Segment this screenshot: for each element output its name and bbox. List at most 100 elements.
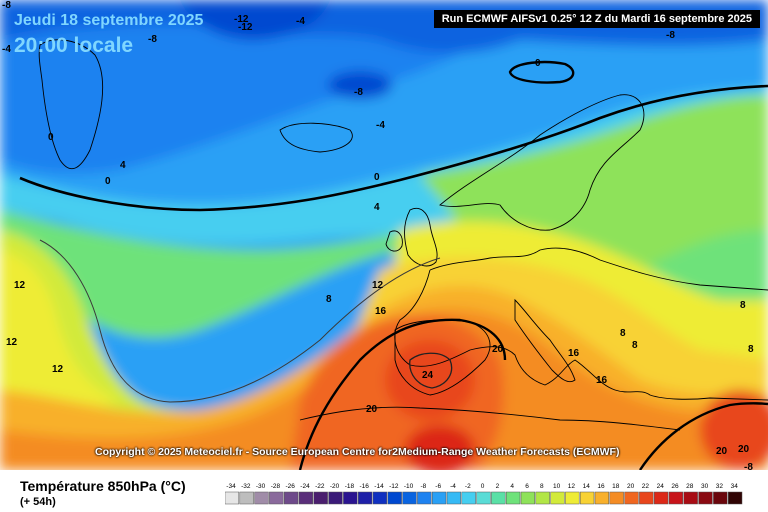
scale-tick-label: -20 xyxy=(330,483,340,490)
scale-tick-label: 12 xyxy=(568,483,576,490)
contour-label: -8 xyxy=(2,0,11,11)
contour-label: 20 xyxy=(716,446,728,457)
contour-label: 0 xyxy=(105,176,111,187)
contour-label: 4 xyxy=(374,202,380,213)
scale-tick-label: -12 xyxy=(389,483,399,490)
temperature-field xyxy=(0,0,768,470)
scale-swatch xyxy=(639,491,654,505)
contour-label: -4 xyxy=(376,120,385,131)
copyright-notice: Copyright © 2025 Meteociel.fr - Source E… xyxy=(95,446,620,458)
scale-swatch xyxy=(283,491,299,505)
scale-tick-label: 32 xyxy=(716,483,724,490)
contour-label: -4 xyxy=(2,44,11,55)
scale-tick-label: 26 xyxy=(671,483,679,490)
scale-swatch xyxy=(446,491,462,505)
isotherms xyxy=(19,60,768,470)
map-canvas: -12 -12 -4 -8 -8 -8 -8 -4 -4 0 0 0 0 4 4… xyxy=(0,0,768,470)
scale-tick-label: 10 xyxy=(553,483,561,490)
contour-label: 8 xyxy=(326,294,332,305)
scale-tick-label: -26 xyxy=(285,483,295,490)
scale-swatch xyxy=(357,491,373,505)
scale-tick-label: 28 xyxy=(686,483,694,490)
temperature-map: -12 -12 -4 -8 -8 -8 -8 -4 -4 0 0 0 0 4 4… xyxy=(0,0,768,470)
contour-label: 0 xyxy=(374,172,380,183)
contour-label: 24 xyxy=(422,370,434,381)
contour-label: 12 xyxy=(372,280,384,291)
contour-label: 0 xyxy=(535,58,541,69)
contour-label: 8 xyxy=(632,340,638,351)
scale-tick-label: 22 xyxy=(642,483,650,490)
scale-tick-label: -32 xyxy=(241,483,251,490)
contour-label: 12 xyxy=(14,280,26,291)
scale-swatch xyxy=(550,491,565,505)
scale-tick-label: -16 xyxy=(359,483,369,490)
scale-tick-label: -6 xyxy=(435,483,441,490)
scale-swatch xyxy=(431,491,447,505)
contour-label: -12 xyxy=(234,14,249,25)
contour-label: 20 xyxy=(738,444,750,455)
scale-tick-label: -14 xyxy=(374,483,384,490)
scale-swatch xyxy=(269,491,284,505)
contour-label: 20 xyxy=(492,344,504,355)
contour-label: -8 xyxy=(744,462,753,470)
scale-swatch xyxy=(579,491,595,505)
contour-label: 4 xyxy=(120,160,126,171)
contour-label: 16 xyxy=(568,348,580,359)
scale-tick-label: 20 xyxy=(627,483,635,490)
scale-tick-label: 8 xyxy=(540,483,544,490)
scale-swatch xyxy=(417,491,432,505)
forecast-time: 20:00 locale xyxy=(14,34,134,57)
scale-swatch xyxy=(476,491,491,505)
scale-swatch xyxy=(372,491,388,505)
run-info: Run ECMWF AIFSv1 0.25° 12 Z du Mardi 16 … xyxy=(433,10,760,28)
contour-label: 16 xyxy=(375,306,387,317)
scale-tick-label: -34 xyxy=(226,483,236,490)
contour-label: 16 xyxy=(596,375,608,386)
legend-subtitle: (+ 54h) xyxy=(20,496,56,508)
contour-label: 8 xyxy=(740,300,746,311)
scale-tick-label: 24 xyxy=(657,483,665,490)
scale-swatch xyxy=(328,491,343,505)
scale-tick-label: 6 xyxy=(525,483,529,490)
coastlines xyxy=(38,39,768,431)
scale-swatch xyxy=(491,491,506,505)
scale-swatch xyxy=(713,491,728,505)
contour-label: 12 xyxy=(52,364,64,375)
contour-label: -4 xyxy=(296,16,305,27)
scale-tick-label: -22 xyxy=(315,483,325,490)
scale-swatch xyxy=(594,491,610,505)
scale-swatch xyxy=(387,491,402,505)
scale-swatch xyxy=(609,491,624,505)
scale-swatch xyxy=(698,491,713,505)
scale-tick-label: -30 xyxy=(256,483,266,490)
scale-tick-label: -28 xyxy=(271,483,281,490)
scale-tick-label: 4 xyxy=(510,483,514,490)
scale-swatch xyxy=(727,491,743,505)
scale-tick-label: 0 xyxy=(481,483,485,490)
contour-label: 8 xyxy=(620,328,626,339)
scale-swatch xyxy=(313,491,328,505)
scale-tick-label: 14 xyxy=(583,483,591,490)
scale-tick-label: -10 xyxy=(404,483,414,490)
scale-tick-label: 30 xyxy=(701,483,709,490)
scale-tick-label: 34 xyxy=(731,483,739,490)
scale-tick-label: 16 xyxy=(597,483,605,490)
scale-swatch xyxy=(343,491,358,505)
contour-label: -12 xyxy=(238,22,253,33)
scale-tick-label: -8 xyxy=(421,483,427,490)
scale-swatch xyxy=(239,491,254,505)
forecast-date: Jeudi 18 septembre 2025 xyxy=(14,12,204,29)
scale-tick-label: -4 xyxy=(450,483,456,490)
scale-swatch xyxy=(402,491,417,505)
scale-swatch xyxy=(461,491,476,505)
scale-tick-label: -24 xyxy=(300,483,310,490)
contour-label: 20 xyxy=(366,404,378,415)
scale-swatch xyxy=(683,491,698,505)
legend-title: Température 850hPa (°C) xyxy=(20,478,186,494)
contour-label: -8 xyxy=(354,87,363,98)
color-scale: -34 -32 -30 -28 -26 -24 -22 -20 -18 -16 -14 -12 -10-… xyxy=(225,483,743,505)
contour-label: 8 xyxy=(748,344,754,355)
scale-swatch xyxy=(624,491,639,505)
scale-swatch xyxy=(254,491,269,505)
scale-swatch xyxy=(535,491,550,505)
